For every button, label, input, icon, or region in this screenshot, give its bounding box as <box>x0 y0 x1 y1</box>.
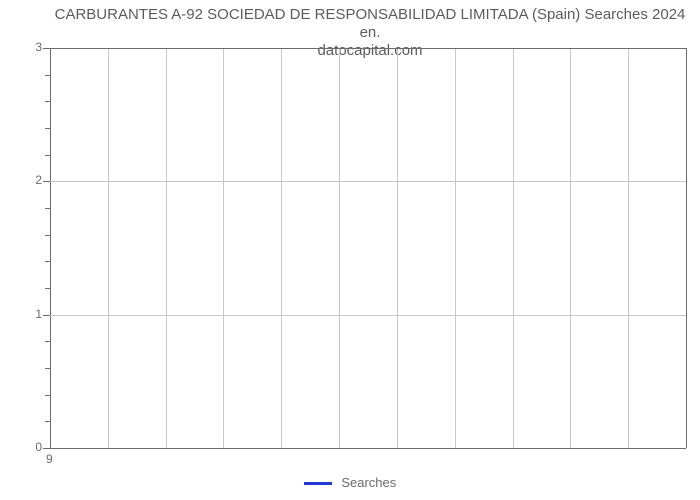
grid-line-vertical <box>686 48 687 448</box>
y-major-tick <box>43 448 50 449</box>
grid-line-horizontal <box>50 448 686 449</box>
grid-line-horizontal <box>50 315 686 316</box>
grid-line-horizontal <box>50 181 686 182</box>
search-chart: CARBURANTES A-92 SOCIEDAD DE RESPONSABIL… <box>0 0 700 500</box>
plot-area <box>50 48 686 448</box>
y-minor-tick <box>45 261 50 262</box>
chart-title-line1: CARBURANTES A-92 SOCIEDAD DE RESPONSABIL… <box>55 6 686 41</box>
y-minor-tick <box>45 155 50 156</box>
legend-label: Searches <box>341 475 396 490</box>
y-major-tick <box>43 181 50 182</box>
grid-line-horizontal <box>50 48 686 49</box>
y-minor-tick <box>45 75 50 76</box>
y-minor-tick <box>45 421 50 422</box>
y-minor-tick <box>45 208 50 209</box>
y-major-tick <box>43 48 50 49</box>
x-tick-label: 9 <box>46 452 53 466</box>
grid-line-vertical <box>339 48 340 448</box>
grid-line-vertical <box>281 48 282 448</box>
y-tick-label: 1 <box>35 307 42 321</box>
grid-line-vertical <box>570 48 571 448</box>
y-tick-label: 0 <box>35 440 42 454</box>
grid-line-vertical <box>108 48 109 448</box>
grid-line-vertical <box>50 48 51 448</box>
grid-line-vertical <box>166 48 167 448</box>
grid-line-vertical <box>628 48 629 448</box>
y-major-tick <box>43 315 50 316</box>
y-tick-label: 2 <box>35 173 42 187</box>
y-minor-tick <box>45 288 50 289</box>
y-minor-tick <box>45 341 50 342</box>
y-minor-tick <box>45 368 50 369</box>
grid-line-vertical <box>455 48 456 448</box>
y-minor-tick <box>45 395 50 396</box>
legend-line-icon <box>304 482 332 485</box>
grid-line-vertical <box>513 48 514 448</box>
y-minor-tick <box>45 128 50 129</box>
grid-line-vertical <box>397 48 398 448</box>
chart-legend: Searches <box>0 475 700 490</box>
y-minor-tick <box>45 101 50 102</box>
grid-line-vertical <box>223 48 224 448</box>
y-minor-tick <box>45 235 50 236</box>
y-tick-label: 3 <box>35 40 42 54</box>
